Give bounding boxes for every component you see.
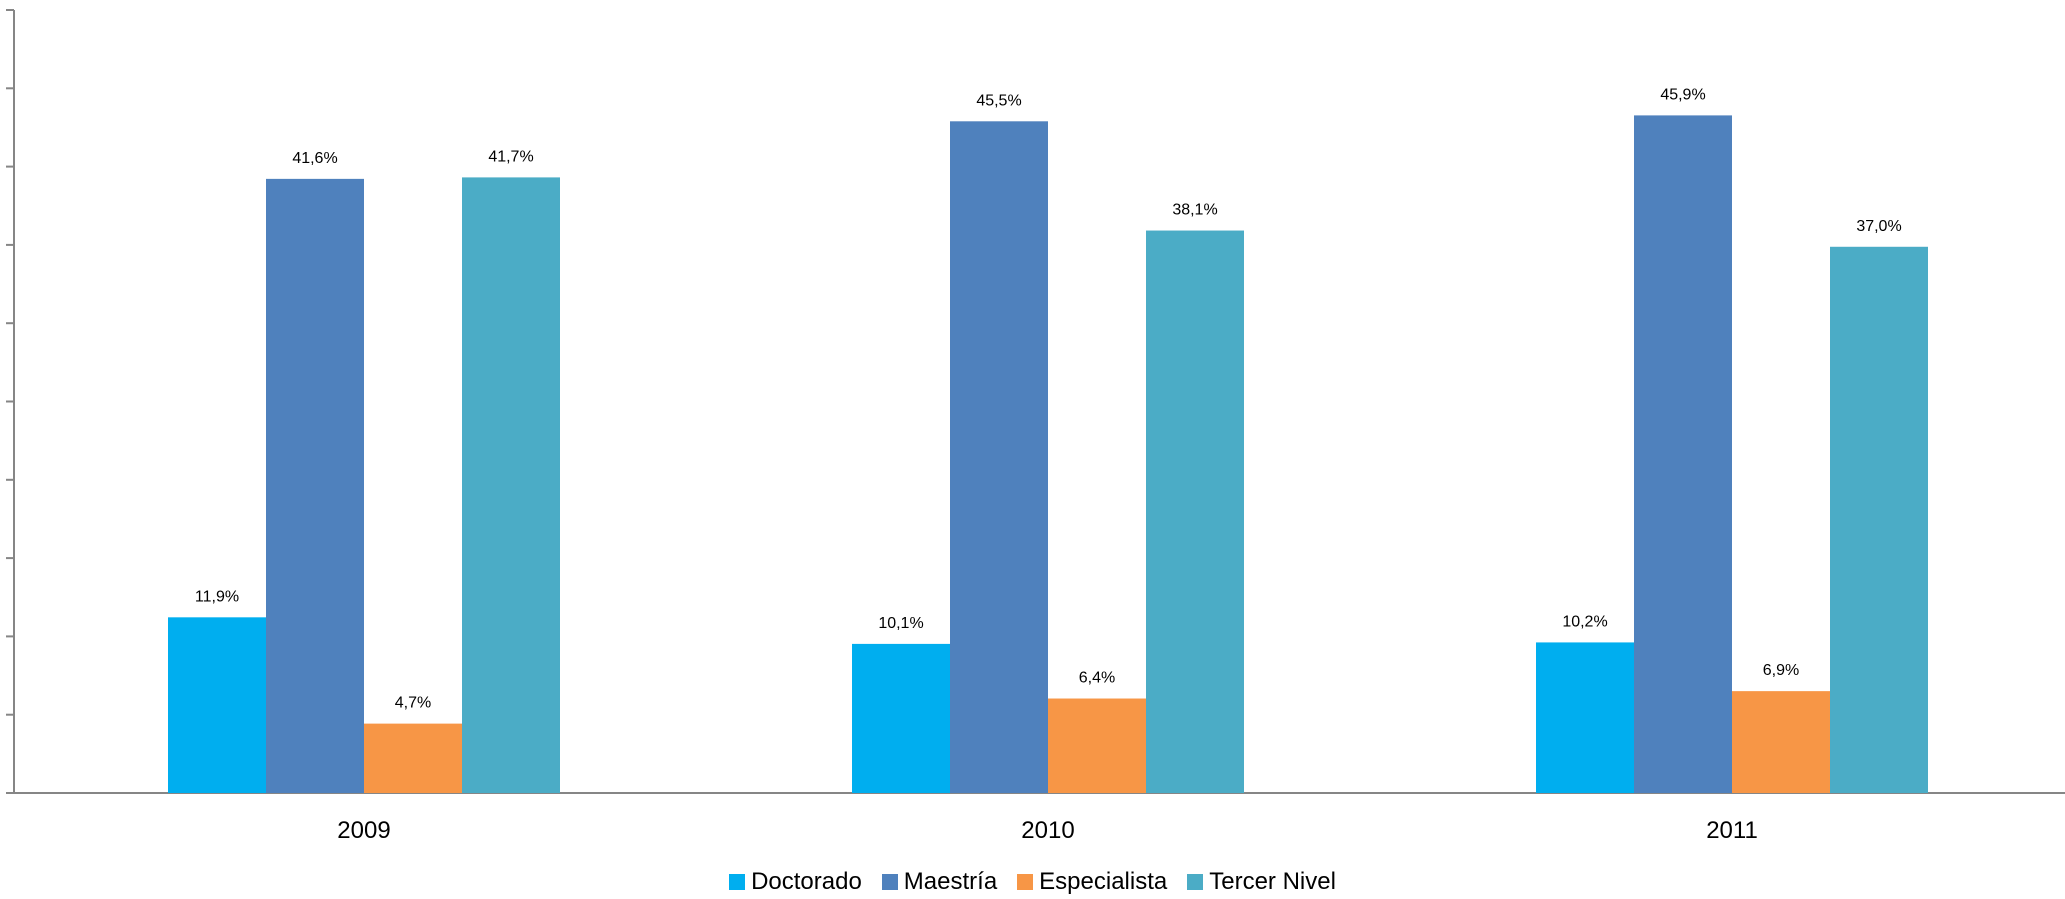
legend-label: Doctorado [751,868,862,895]
bar-maestr-a-2009 [266,178,364,793]
data-label: 6,4% [1079,670,1115,687]
bar-especialista-2011 [1732,691,1830,793]
legend-label: Tercer Nivel [1209,868,1336,895]
bar-doctorado-2011 [1536,642,1634,793]
bar-maestr-a-2010 [950,121,1048,793]
legend-swatch [881,874,898,890]
chart-legend: Doctorado Maestría Especialista Tercer Nive… [0,868,2065,896]
data-label: 10,1% [878,615,923,632]
data-label: 6,9% [1763,662,1799,679]
category-label-2009: 2009 [337,817,390,844]
data-label: 37,0% [1856,218,1901,235]
legend-label: Especialista [1039,868,1168,895]
bar-tercer-nivel-2010 [1146,230,1244,793]
bar-tercer-nivel-2009 [462,177,560,793]
legend-swatch [1187,874,1204,890]
legend-item: Especialista [1017,868,1167,896]
data-label: 38,1% [1172,202,1217,219]
legend-swatch [729,874,746,890]
legend-item: Doctorado [729,868,862,896]
legend-item: Tercer Nivel [1187,868,1336,896]
bar-chart: 11,9% 41,6% 4,7% 41,7% 10,1% 45,5% 6,4% 38,1% 10… [6,9,2065,844]
data-label: 41,7% [488,148,533,165]
data-label: 11,9% [195,588,239,605]
chart-data-labels: 11,9% 41,6% 4,7% 41,7% 10,1% 45,5% 6,4% 38,1% 10… [195,86,1902,711]
legend-item: Maestría [881,868,998,896]
bar-especialista-2009 [364,723,462,793]
data-label: 45,5% [976,92,1021,109]
bar-especialista-2010 [1048,698,1146,793]
category-label-2011: 2011 [1706,817,1758,844]
chart-category-labels: 2009 2010 2011 [337,817,1758,844]
data-label: 41,6% [292,150,337,167]
bar-doctorado-2010 [852,643,950,793]
bar-maestr-a-2011 [1634,115,1732,794]
data-label: 45,9% [1660,86,1705,103]
category-label-2010: 2010 [1021,817,1074,844]
data-label: 4,7% [395,695,431,712]
legend-label: Maestría [903,868,998,895]
legend-swatch [1017,874,1034,890]
bar-doctorado-2009 [168,617,266,793]
chart-bars [168,115,1928,794]
bar-tercer-nivel-2011 [1830,246,1928,793]
data-label: 10,2% [1562,613,1607,630]
